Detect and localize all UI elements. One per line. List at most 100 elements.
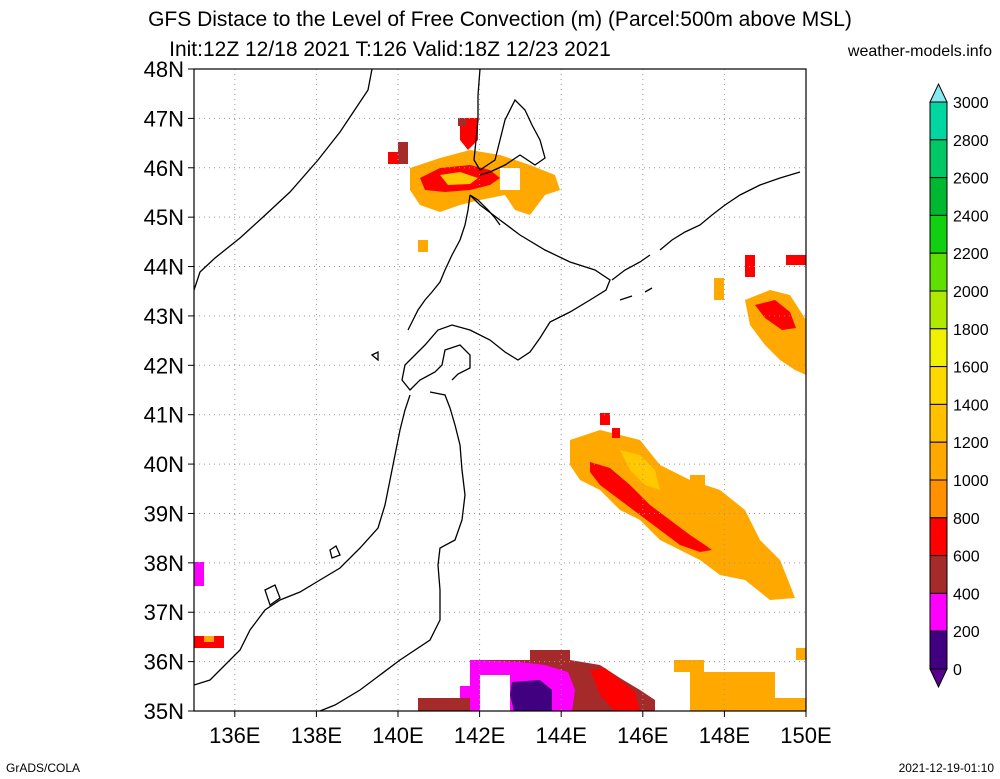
coastline-path [407,194,471,331]
lat-label: 39N [144,501,184,526]
colorbar-swatch [929,101,948,141]
footer-credit: GrADS/COLA [6,761,81,775]
shade-patch [690,672,806,711]
shade-patch [194,562,204,586]
coastline-path [194,394,411,686]
coastline-path [619,295,633,301]
lat-label: 42N [144,353,184,378]
map-frame [193,68,807,712]
lat-label: 43N [144,304,184,329]
shade-patch [500,168,520,190]
colorbar-swatch [929,366,948,405]
coastline-path [401,194,611,391]
colorbar-swatch [929,177,948,216]
coastline-path [370,350,379,362]
lat-label: 47N [144,106,184,131]
colorbar-label: 600 [953,549,980,566]
lon-label: 142E [454,723,505,748]
lat-label: 45N [144,205,184,230]
colorbar-label: 400 [953,586,980,603]
shade-patch [204,636,214,642]
shade-patch [714,278,724,300]
map-subtitle: Init:12Z 12/18 2021 T:126 Valid:18Z 12/2… [169,38,611,61]
colorbar-label: 2200 [953,246,989,263]
lon-label: 138E [291,723,342,748]
colorbar-swatch [929,290,948,330]
colorbar-label: 1000 [953,473,989,490]
lat-label: 38N [144,551,184,576]
coastline-path [659,171,801,251]
lon-label: 148E [699,723,750,748]
shade-patch [570,430,795,600]
shade-patch [440,172,478,185]
shade-patch [796,648,806,660]
lat-label: 46N [144,156,184,181]
colorbar-swatch [929,630,948,670]
coastline-path [319,391,466,711]
colorbar-swatch [929,517,948,557]
shade-patch [612,428,620,438]
colorbar-swatch [929,555,948,594]
colorbar-label: 2000 [953,284,989,301]
colorbar-swatch [929,214,948,254]
colorbar-swatch [929,441,948,481]
shade-patch [480,675,510,711]
colorbar-swatch [929,592,948,632]
coastline-path [329,545,341,559]
colorbar-label: 2800 [953,133,989,150]
colorbar-label: 3000 [953,95,989,112]
shade-patch [418,698,470,711]
lon-label: 146E [617,723,668,748]
latitude-labels: 48N 47N 46N 45N 44N 43N 42N 41N 40N 39N 38N 37N 36N 3… [144,57,194,724]
colorbar-swatch [929,328,948,368]
shade-patch [458,118,466,126]
colorbar-label: 1800 [953,322,989,339]
colorbar-swatch [929,403,948,443]
shade-patch [786,255,806,265]
colorbar-swatch [929,139,948,179]
lat-label: 40N [144,452,184,477]
shade-patch [418,240,428,252]
colorbar-label: 200 [953,624,980,641]
colorbar-swatch [929,252,948,292]
shade-patch [590,462,712,552]
colorbar-label: 1200 [953,435,989,452]
shade-patch [600,413,610,425]
lon-label: 136E [209,723,260,748]
colorbar: 3000280026002400220020001800160014001200… [929,82,989,689]
shade-patch [510,680,552,711]
lon-label: 140E [372,723,423,748]
coastline-path [644,287,653,293]
colorbar-bottom-arrow [929,668,948,689]
colorbar-swatch [929,479,948,519]
lat-label: 41N [144,403,184,428]
lon-label: 144E [536,723,587,748]
coastline-path [469,194,501,226]
lon-label: 150E [780,723,831,748]
lfc-shading [194,118,806,711]
shade-patch [620,450,660,490]
footer-timestamp: 2021-12-19-01:10 [898,761,994,775]
colorbar-label: 2400 [953,208,989,225]
coastline-path [194,69,373,291]
coastline-path [264,584,281,607]
coastline-path [611,254,651,281]
shade-patch [590,668,640,711]
map-title: GFS Distace to the Level of Free Convect… [148,8,852,31]
map-grid [194,69,807,711]
shade-patch [460,686,472,698]
colorbar-top-arrow [929,82,948,103]
colorbar-label: 1600 [953,360,989,377]
colorbar-label: 0 [953,662,962,679]
lat-label: 37N [144,600,184,625]
colorbar-label: 2600 [953,171,989,188]
shade-patch [690,475,705,487]
lat-label: 36N [144,650,184,675]
colorbar-label: 1400 [953,397,989,414]
shade-patch [745,255,755,277]
lat-label: 48N [144,57,184,82]
colorbar-label: 800 [953,511,980,528]
coastline-path [473,69,546,176]
shade-patch [674,660,704,672]
